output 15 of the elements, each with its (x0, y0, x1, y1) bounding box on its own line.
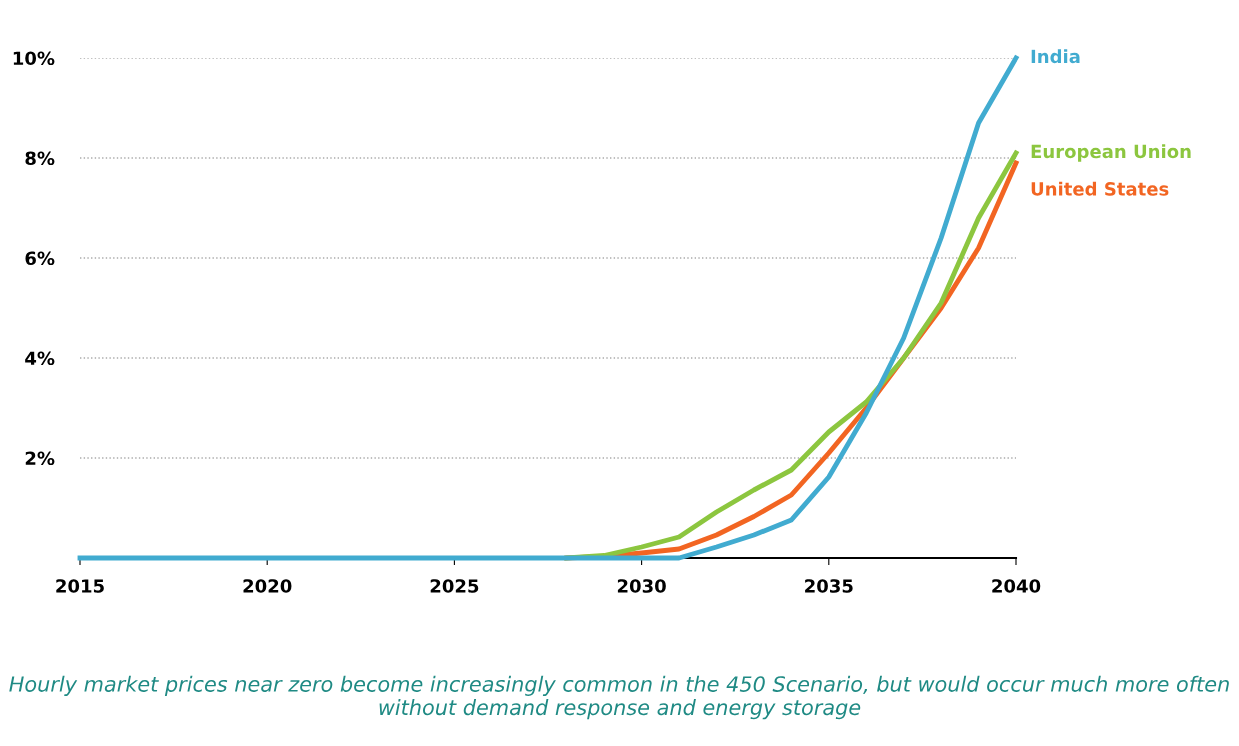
text: Hourly market prices near zero become increasingly common in the 450 Scenario, but would occur much more often without demand response and energy storage (9, 675, 1229, 720)
y-tick-label: 2% (25, 451, 55, 466)
x-tick-label: 2015 (56, 579, 104, 593)
x-tick-label: 2040 (992, 579, 1041, 593)
y-tick-label: 4% (25, 351, 55, 366)
y-tick-label: 8% (25, 151, 55, 166)
series-label: European Union (1031, 144, 1191, 162)
y-tick-label: 10% (13, 51, 55, 66)
series-label: India (1031, 49, 1080, 64)
series-label: United States (1031, 181, 1169, 196)
x-tick-label: 2025 (430, 579, 479, 593)
x-tick-label: 2030 (617, 579, 666, 593)
y-tick-label: 6% (25, 251, 55, 266)
x-tick-label: 2035 (805, 579, 853, 593)
x-tick-label: 2020 (243, 579, 292, 593)
